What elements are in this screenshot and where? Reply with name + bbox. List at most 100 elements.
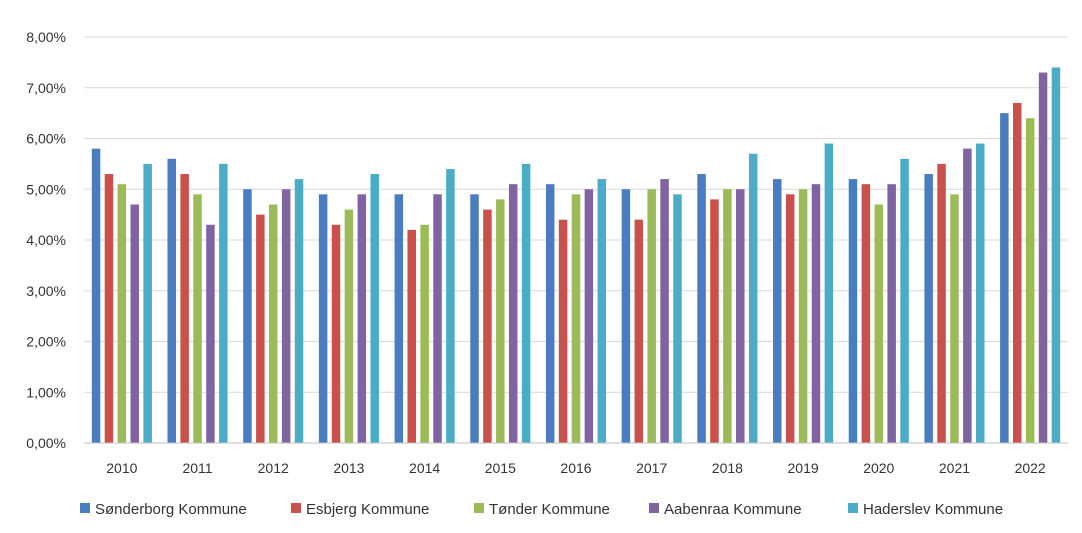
- bar-s-nderborg-kommune-2015: [470, 194, 479, 443]
- bar-aabenraa-kommune-2021: [963, 148, 972, 443]
- x-tick-label: 2010: [106, 460, 137, 476]
- x-tick-label: 2020: [863, 460, 894, 476]
- legend-swatch: [291, 503, 301, 513]
- legend-swatch: [80, 503, 90, 513]
- bar-haderslev-kommune-2019: [824, 143, 834, 443]
- x-tick-label: 2014: [409, 460, 440, 476]
- bar-aabenraa-kommune-2014: [433, 194, 442, 443]
- bar-s-nderborg-kommune-2021: [924, 174, 933, 443]
- bar-t-nder-kommune-2019: [798, 189, 808, 443]
- bar-s-nderborg-kommune-2022: [1000, 113, 1009, 444]
- legend-label: Aabenraa Kommune: [664, 501, 802, 518]
- bar-t-nder-kommune-2020: [874, 204, 884, 443]
- bar-esbjerg-kommune-2019: [785, 194, 795, 443]
- x-tick-label: 2012: [258, 460, 289, 476]
- bar-haderslev-kommune-2011: [219, 163, 228, 444]
- bar-aabenraa-kommune-2012: [281, 189, 291, 443]
- y-tick-label: 6,00%: [26, 131, 66, 147]
- bars: [91, 67, 1061, 444]
- bar-haderslev-kommune-2018: [748, 153, 758, 443]
- bar-t-nder-kommune-2012: [268, 204, 278, 443]
- bar-aabenraa-kommune-2013: [357, 194, 367, 443]
- bar-aabenraa-kommune-2010: [130, 204, 139, 443]
- bar-esbjerg-kommune-2021: [937, 163, 946, 444]
- bar-aabenraa-kommune-2017: [660, 179, 669, 443]
- bar-aabenraa-kommune-2022: [1038, 72, 1048, 443]
- bar-t-nder-kommune-2022: [1025, 118, 1035, 443]
- x-tick-label: 2017: [636, 460, 667, 476]
- bar-s-nderborg-kommune-2019: [773, 179, 782, 443]
- bar-haderslev-kommune-2021: [976, 143, 985, 443]
- y-tick-label: 1,00%: [26, 384, 66, 400]
- bar-t-nder-kommune-2017: [647, 189, 656, 443]
- bar-s-nderborg-kommune-2018: [697, 174, 706, 443]
- bar-t-nder-kommune-2013: [344, 209, 354, 443]
- bar-esbjerg-kommune-2013: [331, 224, 341, 443]
- bar-s-nderborg-kommune-2014: [394, 194, 404, 443]
- bar-haderslev-kommune-2014: [446, 168, 455, 443]
- bar-esbjerg-kommune-2011: [180, 174, 189, 443]
- bar-t-nder-kommune-2015: [496, 199, 505, 443]
- bar-t-nder-kommune-2010: [117, 184, 127, 443]
- legend-swatch: [649, 503, 659, 513]
- x-tick-label: 2011: [182, 460, 212, 476]
- y-tick-label: 3,00%: [26, 283, 66, 299]
- bar-haderslev-kommune-2016: [597, 179, 607, 443]
- bar-esbjerg-kommune-2020: [861, 184, 871, 443]
- bar-haderslev-kommune-2020: [900, 158, 909, 444]
- bar-aabenraa-kommune-2016: [584, 189, 594, 443]
- x-tick-label: 2022: [1015, 460, 1046, 476]
- bar-s-nderborg-kommune-2017: [621, 189, 631, 443]
- x-axis-labels: 2010 2011 2012 2013 2014 2015 2016 2017 2018 2019…: [106, 460, 1046, 476]
- bar-s-nderborg-kommune-2016: [545, 184, 555, 443]
- y-tick-label: 5,00%: [26, 181, 66, 197]
- x-tick-label: 2021: [939, 460, 970, 476]
- bar-esbjerg-kommune-2022: [1013, 102, 1022, 443]
- bar-haderslev-kommune-2017: [673, 194, 682, 443]
- x-tick-label: 2013: [333, 460, 364, 476]
- bar-aabenraa-kommune-2020: [887, 184, 896, 443]
- bar-haderslev-kommune-2022: [1051, 67, 1061, 443]
- bar-haderslev-kommune-2012: [294, 179, 304, 443]
- bar-esbjerg-kommune-2010: [104, 174, 114, 443]
- bar-s-nderborg-kommune-2020: [848, 179, 858, 443]
- bar-aabenraa-kommune-2015: [508, 184, 518, 443]
- bar-haderslev-kommune-2013: [370, 174, 379, 443]
- legend-swatch: [848, 503, 858, 513]
- legend-label: Haderslev Kommune: [863, 501, 1003, 518]
- y-tick-label: 7,00%: [26, 80, 66, 96]
- y-axis-labels: 0,00% 1,00% 2,00% 3,00% 4,00% 5,00% 6,00% 7,00%…: [26, 29, 66, 451]
- bar-haderslev-kommune-2010: [143, 163, 152, 444]
- bar-t-nder-kommune-2011: [193, 194, 202, 443]
- bar-esbjerg-kommune-2014: [407, 229, 416, 443]
- bar-t-nder-kommune-2016: [571, 194, 581, 443]
- bar-haderslev-kommune-2015: [521, 163, 531, 444]
- bar-esbjerg-kommune-2012: [256, 214, 265, 444]
- legend-label: Esbjerg Kommune: [306, 501, 429, 518]
- bar-s-nderborg-kommune-2011: [167, 158, 176, 444]
- bar-esbjerg-kommune-2015: [483, 209, 492, 443]
- bar-aabenraa-kommune-2011: [206, 224, 215, 443]
- y-tick-label: 4,00%: [26, 232, 66, 248]
- x-tick-label: 2016: [560, 460, 591, 476]
- bar-esbjerg-kommune-2017: [634, 219, 644, 443]
- x-tick-label: 2018: [712, 460, 743, 476]
- y-tick-label: 2,00%: [26, 334, 66, 350]
- bar-aabenraa-kommune-2018: [736, 189, 745, 443]
- x-tick-label: 2015: [485, 460, 516, 476]
- bar-esbjerg-kommune-2018: [710, 199, 719, 443]
- y-tick-label: 0,00%: [26, 435, 66, 451]
- legend-label: Tønder Kommune: [489, 501, 610, 518]
- bar-t-nder-kommune-2021: [950, 194, 959, 443]
- y-tick-label: 8,00%: [26, 29, 66, 45]
- bar-t-nder-kommune-2018: [723, 189, 732, 443]
- x-tick-label: 2019: [788, 460, 819, 476]
- legend-swatch: [474, 503, 484, 513]
- bar-s-nderborg-kommune-2010: [91, 148, 101, 443]
- legend-label: Sønderborg Kommune: [95, 501, 247, 518]
- bar-esbjerg-kommune-2016: [558, 219, 568, 443]
- bar-aabenraa-kommune-2019: [811, 184, 821, 443]
- bar-s-nderborg-kommune-2013: [318, 194, 328, 443]
- legend: Sønderborg Kommune Esbjerg Kommune Tønder …: [80, 501, 1003, 518]
